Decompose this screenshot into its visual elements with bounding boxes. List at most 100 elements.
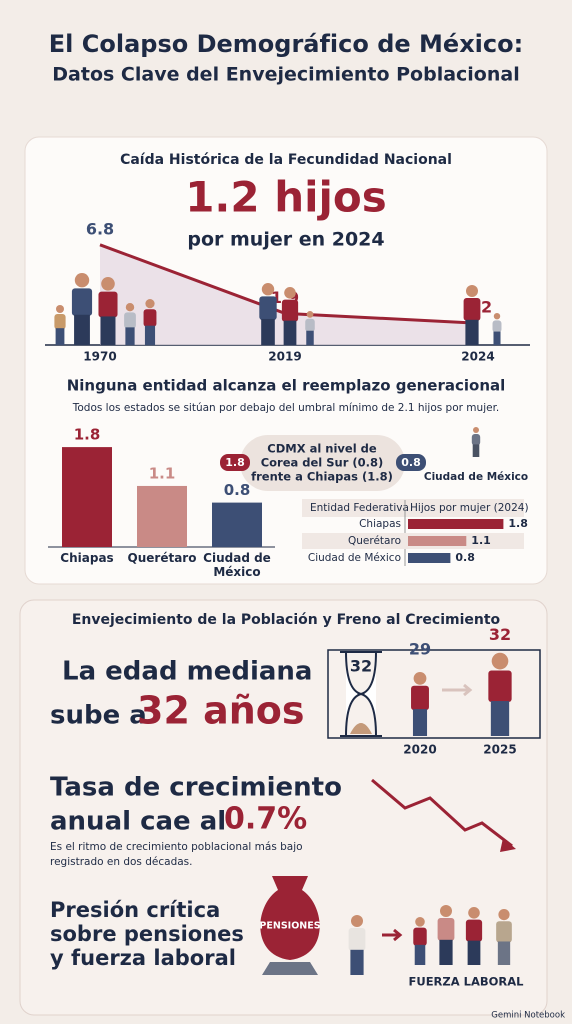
- torso: [496, 921, 512, 943]
- statement: y fuerza laboral: [50, 946, 236, 970]
- bag-label: PENSIONES: [259, 921, 320, 932]
- category-label: Ciudad de México: [203, 551, 271, 579]
- age-label: 29: [409, 640, 431, 659]
- note: registrado en dos décadas.: [50, 856, 192, 868]
- person-icon: [143, 299, 157, 345]
- torso: [348, 928, 366, 951]
- bar-label: Chiapas: [60, 551, 113, 565]
- head: [491, 652, 509, 670]
- sand: [350, 723, 372, 734]
- statement: sube a: [50, 701, 147, 731]
- arrow: [382, 928, 403, 942]
- age-label: 32: [489, 625, 511, 644]
- torso: [124, 312, 136, 329]
- torso: [259, 296, 277, 320]
- statement: anual cae al: [50, 807, 226, 837]
- legs: [350, 949, 364, 975]
- table-bar: [408, 536, 467, 546]
- person-icon: [348, 915, 366, 975]
- head: [306, 311, 314, 318]
- money-bag: [260, 876, 320, 960]
- workforce-label: FUERZA LABORAL: [409, 975, 525, 989]
- callout-text: frente a Chiapas (1.8): [251, 470, 393, 484]
- person-icon: [71, 273, 93, 345]
- value-label: 1.8: [74, 426, 101, 444]
- pill-value: 1.8: [225, 456, 245, 469]
- pill: [396, 454, 426, 471]
- head: [440, 905, 452, 917]
- note: Es el ritmo de crecimiento poblacional m…: [50, 841, 303, 853]
- head: [351, 915, 363, 927]
- torso: [492, 320, 502, 333]
- year-label: 2025: [483, 743, 516, 757]
- fertility-area: [100, 244, 478, 345]
- bar-label: Ciudad de México: [203, 551, 271, 579]
- card: [24, 136, 548, 585]
- person-icon: [492, 313, 502, 345]
- legs: [306, 330, 314, 345]
- table-header: Hijos por mujer (2024): [410, 502, 529, 514]
- torso: [413, 927, 427, 946]
- legs: [261, 318, 275, 345]
- person-icon: [437, 905, 455, 965]
- row-name: Querétaro: [348, 535, 401, 547]
- footer: Gemini Notebook: [491, 1011, 565, 1021]
- hourglass-value: 32: [350, 657, 372, 676]
- pill: [220, 454, 250, 471]
- value-label: 0.8: [224, 481, 251, 499]
- legs: [412, 709, 428, 736]
- year-label: 2020: [403, 743, 436, 757]
- torso: [54, 314, 66, 330]
- year-label: 2024: [461, 350, 494, 364]
- person-icon: [496, 909, 512, 965]
- bar: [212, 502, 262, 547]
- legs: [144, 325, 156, 345]
- section-title: Caída Histórica de la Fecundidad Naciona…: [120, 152, 452, 168]
- head: [145, 299, 155, 309]
- year-label: 2019: [268, 350, 301, 364]
- callout-text: CDMX al nivel de: [267, 442, 377, 456]
- highlight: 32 años: [137, 689, 305, 733]
- head: [413, 672, 427, 685]
- table-header: Entidad Federativa: [310, 502, 409, 514]
- torso: [471, 434, 481, 446]
- legs: [490, 701, 510, 736]
- legs: [497, 941, 511, 965]
- table-header-bg: [302, 499, 524, 517]
- head: [261, 283, 275, 296]
- torso: [411, 685, 429, 711]
- note: Todos los estados se sitúan por debajo d…: [72, 402, 500, 414]
- head: [74, 273, 90, 288]
- title: El Colapso Demográfico de México:: [49, 30, 523, 58]
- head: [284, 287, 296, 299]
- head: [498, 909, 510, 921]
- subtitle: Datos Clave del Envejecimiento Poblacion…: [52, 64, 519, 86]
- row-name: Chiapas: [359, 518, 401, 530]
- year-label: 1970: [83, 350, 116, 364]
- pill-value: 0.8: [401, 456, 421, 469]
- person-icon: [463, 285, 481, 345]
- person-icon: [54, 305, 66, 345]
- icon-label: Ciudad de México: [424, 471, 528, 483]
- statement: Presión crítica: [50, 898, 220, 922]
- person-icon: [488, 652, 512, 736]
- bar: [62, 447, 112, 547]
- bar-label: Querétaro: [128, 551, 197, 565]
- frame: [327, 649, 541, 739]
- torso: [71, 288, 93, 316]
- head: [493, 313, 501, 320]
- torso: [488, 670, 512, 703]
- head: [101, 277, 115, 291]
- statement: La edad mediana: [62, 657, 312, 687]
- legs: [465, 319, 479, 345]
- person-icon: [305, 311, 315, 345]
- section-title: Ninguna entidad alcanza el reemplazo gen…: [67, 377, 506, 395]
- person-icon: [413, 917, 427, 965]
- table-bar: [408, 519, 504, 529]
- torso: [463, 298, 481, 321]
- section-title: Envejecimiento de la Población y Freno a…: [72, 612, 501, 628]
- head: [466, 285, 478, 297]
- torso: [305, 318, 315, 332]
